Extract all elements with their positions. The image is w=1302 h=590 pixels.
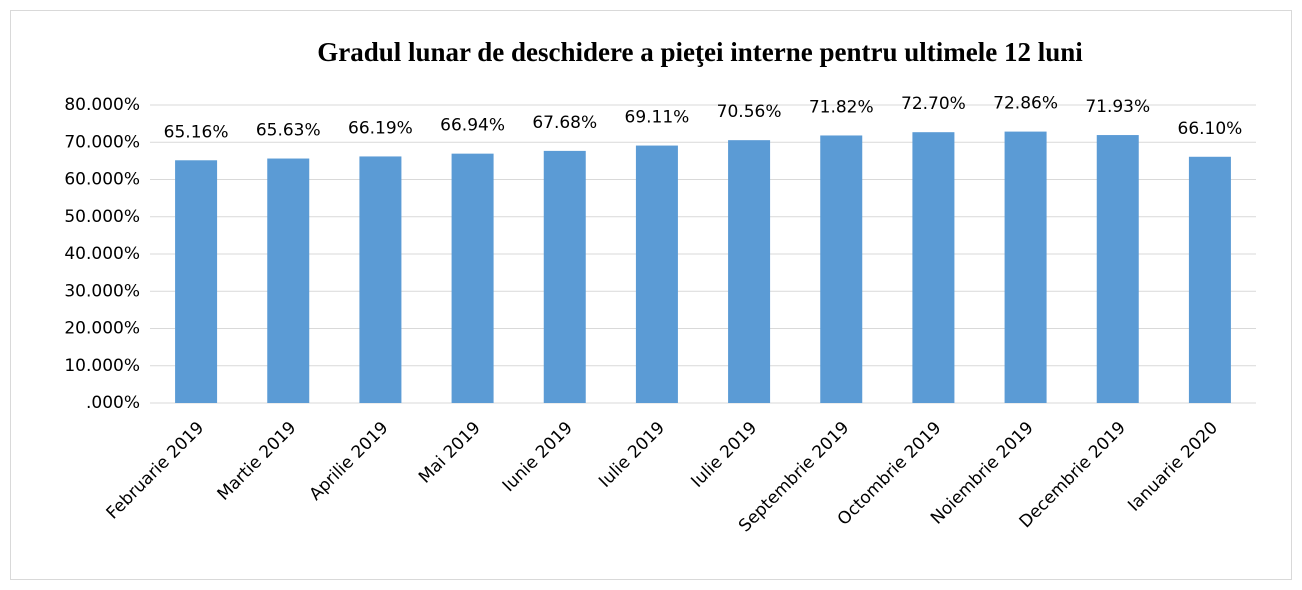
data-label: 72.70%: [901, 94, 966, 114]
data-label: 65.16%: [164, 122, 229, 142]
bar: [1004, 131, 1047, 403]
y-tick-label: 80.000%: [64, 95, 140, 115]
data-label: 71.82%: [809, 97, 874, 117]
bar: [635, 145, 678, 403]
bar: [1096, 135, 1139, 404]
bar: [359, 156, 402, 403]
y-tick-label: 10.000%: [64, 356, 140, 376]
y-tick-label: 60.000%: [64, 170, 140, 190]
bar: [543, 150, 586, 403]
data-label: 65.63%: [256, 121, 321, 141]
bar: [267, 158, 310, 403]
bar: [728, 140, 771, 403]
data-label: 66.19%: [348, 118, 413, 138]
data-label: 70.56%: [717, 102, 782, 122]
bar: [820, 135, 863, 403]
data-label: 69.11%: [625, 108, 690, 128]
data-label: 66.10%: [1178, 119, 1243, 139]
y-tick-label: 30.000%: [64, 281, 140, 301]
chart-title: Gradul lunar de deschidere a pieţei inte…: [317, 37, 1083, 67]
y-tick-label: .000%: [86, 393, 140, 413]
y-tick-label: 50.000%: [64, 207, 140, 227]
bar: [451, 153, 494, 403]
y-tick-label: 40.000%: [64, 244, 140, 264]
bar: [1188, 156, 1231, 403]
y-tick-label: 70.000%: [64, 132, 140, 152]
data-label: 72.86%: [993, 94, 1058, 114]
y-tick-label: 20.000%: [64, 319, 140, 339]
data-label: 71.93%: [1085, 97, 1150, 117]
data-label: 66.94%: [440, 116, 505, 136]
bar: [175, 160, 218, 403]
data-label: 67.68%: [532, 113, 597, 133]
bar: [912, 132, 955, 403]
